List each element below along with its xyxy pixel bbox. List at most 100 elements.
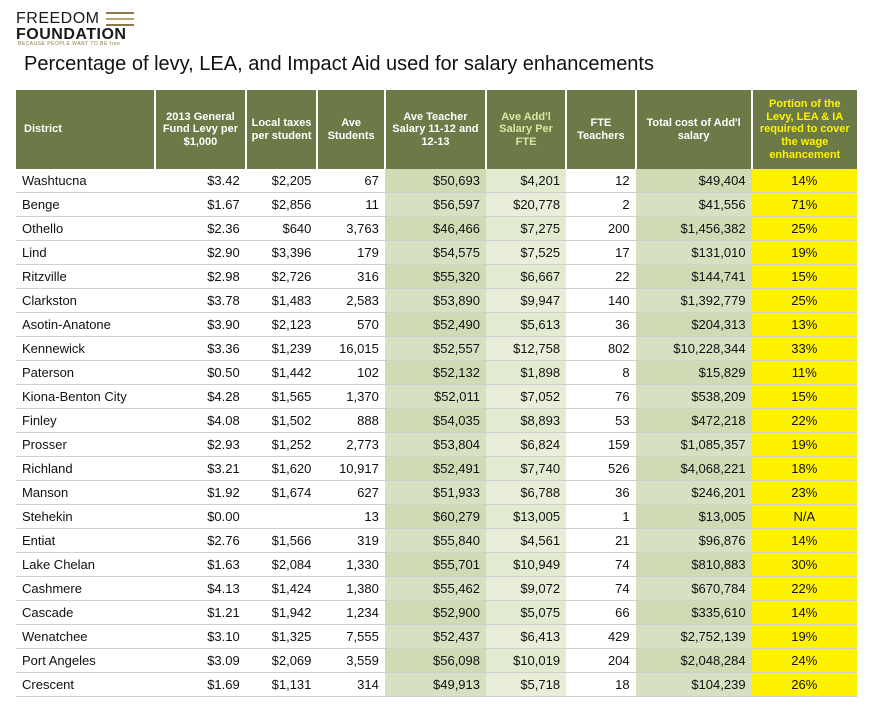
cell-salary: $49,913 bbox=[385, 673, 486, 697]
cell-students: 319 bbox=[317, 529, 384, 553]
cell-cost: $2,048,284 bbox=[636, 649, 752, 673]
cell-levy: $3.10 bbox=[155, 625, 246, 649]
cell-cost: $670,784 bbox=[636, 577, 752, 601]
cell-local: $1,502 bbox=[246, 409, 318, 433]
cell-students: 570 bbox=[317, 313, 384, 337]
cell-fte: 22 bbox=[566, 265, 636, 289]
cell-fte: 18 bbox=[566, 673, 636, 697]
cell-local: $2,123 bbox=[246, 313, 318, 337]
cell-cost: $4,068,221 bbox=[636, 457, 752, 481]
cell-fte: 2 bbox=[566, 193, 636, 217]
cell-addl: $9,072 bbox=[486, 577, 566, 601]
cell-portion: 18% bbox=[752, 457, 857, 481]
cell-levy: $0.50 bbox=[155, 361, 246, 385]
cell-addl: $7,275 bbox=[486, 217, 566, 241]
cell-portion: 11% bbox=[752, 361, 857, 385]
cell-district: Asotin-Anatone bbox=[16, 313, 155, 337]
cell-salary: $52,011 bbox=[385, 385, 486, 409]
table-row: Wenatchee$3.10$1,3257,555$52,437$6,41342… bbox=[16, 625, 857, 649]
cell-local: $1,566 bbox=[246, 529, 318, 553]
table-row: Asotin-Anatone$3.90$2,123570$52,490$5,61… bbox=[16, 313, 857, 337]
cell-district: Wenatchee bbox=[16, 625, 155, 649]
cell-portion: 14% bbox=[752, 529, 857, 553]
cell-students: 7,555 bbox=[317, 625, 384, 649]
cell-local: $1,942 bbox=[246, 601, 318, 625]
cell-levy: $2.93 bbox=[155, 433, 246, 457]
table-row: Port Angeles$3.09$2,0693,559$56,098$10,0… bbox=[16, 649, 857, 673]
table-row: Benge$1.67$2,85611$56,597$20,7782$41,556… bbox=[16, 193, 857, 217]
cell-portion: 15% bbox=[752, 265, 857, 289]
cell-addl: $6,788 bbox=[486, 481, 566, 505]
salary-levy-table: District2013 General Fund Levy per $1,00… bbox=[16, 90, 857, 697]
cell-local: $1,239 bbox=[246, 337, 318, 361]
cell-fte: 200 bbox=[566, 217, 636, 241]
col-header-fte: FTE Teachers bbox=[566, 90, 636, 169]
cell-portion: 14% bbox=[752, 169, 857, 193]
cell-addl: $7,740 bbox=[486, 457, 566, 481]
cell-district: Kennewick bbox=[16, 337, 155, 361]
cell-salary: $56,597 bbox=[385, 193, 486, 217]
cell-salary: $60,279 bbox=[385, 505, 486, 529]
cell-salary: $52,437 bbox=[385, 625, 486, 649]
cell-students: 67 bbox=[317, 169, 384, 193]
cell-addl: $10,019 bbox=[486, 649, 566, 673]
cell-levy: $2.98 bbox=[155, 265, 246, 289]
cell-students: 1,330 bbox=[317, 553, 384, 577]
cell-portion: 19% bbox=[752, 433, 857, 457]
cell-salary: $52,491 bbox=[385, 457, 486, 481]
cell-local: $1,483 bbox=[246, 289, 318, 313]
cell-local: $2,084 bbox=[246, 553, 318, 577]
cell-levy: $3.42 bbox=[155, 169, 246, 193]
table-row: Othello$2.36$6403,763$46,466$7,275200$1,… bbox=[16, 217, 857, 241]
cell-levy: $2.36 bbox=[155, 217, 246, 241]
cell-fte: 526 bbox=[566, 457, 636, 481]
cell-district: Washtucna bbox=[16, 169, 155, 193]
logo-text-block: FREEDOM FOUNDATION BECAUSE PEOPLE WANT T… bbox=[16, 10, 134, 47]
cell-fte: 8 bbox=[566, 361, 636, 385]
cell-salary: $52,132 bbox=[385, 361, 486, 385]
cell-levy: $1.92 bbox=[155, 481, 246, 505]
table-row: Manson$1.92$1,674627$51,933$6,78836$246,… bbox=[16, 481, 857, 505]
table-row: Clarkston$3.78$1,4832,583$53,890$9,94714… bbox=[16, 289, 857, 313]
cell-portion: 22% bbox=[752, 577, 857, 601]
table-row: Prosser$2.93$1,2522,773$53,804$6,824159$… bbox=[16, 433, 857, 457]
cell-portion: 71% bbox=[752, 193, 857, 217]
cell-cost: $204,313 bbox=[636, 313, 752, 337]
cell-addl: $20,778 bbox=[486, 193, 566, 217]
cell-district: Stehekin bbox=[16, 505, 155, 529]
cell-students: 1,380 bbox=[317, 577, 384, 601]
cell-district: Lake Chelan bbox=[16, 553, 155, 577]
cell-local: $2,726 bbox=[246, 265, 318, 289]
cell-levy: $4.08 bbox=[155, 409, 246, 433]
cell-students: 2,583 bbox=[317, 289, 384, 313]
cell-cost: $538,209 bbox=[636, 385, 752, 409]
logo: FREEDOM FOUNDATION BECAUSE PEOPLE WANT T… bbox=[16, 10, 857, 47]
cell-cost: $131,010 bbox=[636, 241, 752, 265]
cell-cost: $41,556 bbox=[636, 193, 752, 217]
cell-addl: $6,667 bbox=[486, 265, 566, 289]
cell-fte: 66 bbox=[566, 601, 636, 625]
cell-local: $1,620 bbox=[246, 457, 318, 481]
cell-addl: $5,075 bbox=[486, 601, 566, 625]
wave-stripes-icon bbox=[106, 12, 134, 26]
cell-local: $2,205 bbox=[246, 169, 318, 193]
cell-cost: $96,876 bbox=[636, 529, 752, 553]
cell-students: 102 bbox=[317, 361, 384, 385]
table-row: Kennewick$3.36$1,23916,015$52,557$12,758… bbox=[16, 337, 857, 361]
cell-students: 13 bbox=[317, 505, 384, 529]
logo-word1: FREEDOM bbox=[16, 10, 100, 27]
cell-fte: 21 bbox=[566, 529, 636, 553]
cell-district: Lind bbox=[16, 241, 155, 265]
cell-district: Prosser bbox=[16, 433, 155, 457]
cell-students: 1,370 bbox=[317, 385, 384, 409]
cell-addl: $12,758 bbox=[486, 337, 566, 361]
cell-district: Cascade bbox=[16, 601, 155, 625]
table-row: Cascade$1.21$1,9421,234$52,900$5,07566$3… bbox=[16, 601, 857, 625]
cell-addl: $4,561 bbox=[486, 529, 566, 553]
cell-fte: 159 bbox=[566, 433, 636, 457]
cell-salary: $54,575 bbox=[385, 241, 486, 265]
cell-levy: $1.69 bbox=[155, 673, 246, 697]
cell-cost: $10,228,344 bbox=[636, 337, 752, 361]
cell-local: $640 bbox=[246, 217, 318, 241]
col-header-cost: Total cost of Add'l salary bbox=[636, 90, 752, 169]
